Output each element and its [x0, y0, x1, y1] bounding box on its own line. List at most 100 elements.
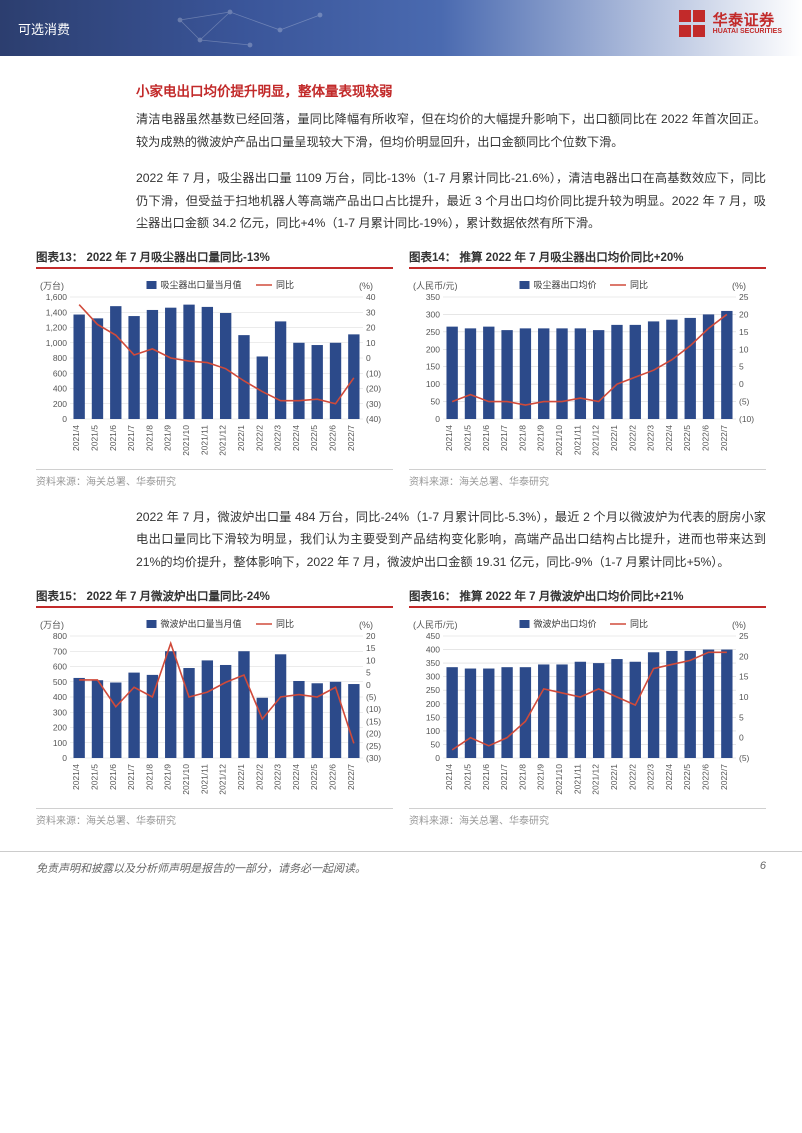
svg-text:吸尘器出口均价: 吸尘器出口均价	[534, 279, 597, 290]
svg-text:10: 10	[739, 344, 749, 354]
logo-cn: 华泰证券	[713, 13, 782, 28]
svg-text:2022/6: 2022/6	[701, 425, 711, 451]
svg-text:100: 100	[426, 725, 440, 735]
svg-text:同比: 同比	[630, 279, 648, 290]
logo-en: HUATAI SECURITIES	[713, 28, 782, 35]
svg-text:(5): (5)	[366, 692, 377, 702]
svg-text:2021/12: 2021/12	[218, 425, 228, 456]
svg-text:600: 600	[53, 661, 67, 671]
chart-rule	[409, 267, 766, 269]
svg-text:150: 150	[426, 362, 440, 372]
svg-text:2021/9: 2021/9	[536, 425, 546, 451]
svg-text:2021/10: 2021/10	[181, 763, 191, 794]
svg-text:2021/9: 2021/9	[536, 763, 546, 789]
svg-text:250: 250	[426, 327, 440, 337]
page-number: 6	[760, 860, 766, 876]
svg-text:2021/10: 2021/10	[181, 425, 191, 456]
svg-text:2022/3: 2022/3	[273, 425, 283, 451]
svg-text:50: 50	[431, 739, 441, 749]
svg-text:(25): (25)	[366, 740, 381, 750]
svg-text:2022/3: 2022/3	[646, 425, 656, 451]
svg-text:50: 50	[431, 396, 441, 406]
svg-text:同比: 同比	[276, 618, 294, 629]
svg-text:2022/7: 2022/7	[719, 425, 729, 451]
svg-text:(40): (40)	[366, 414, 381, 424]
svg-text:(30): (30)	[366, 753, 381, 763]
svg-text:0: 0	[435, 414, 440, 424]
svg-text:5: 5	[366, 667, 371, 677]
svg-text:2022/1: 2022/1	[236, 425, 246, 451]
svg-text:350: 350	[426, 658, 440, 668]
svg-text:0: 0	[62, 414, 67, 424]
svg-text:1,600: 1,600	[46, 292, 68, 302]
svg-text:2021/8: 2021/8	[144, 425, 154, 451]
svg-text:30: 30	[366, 307, 376, 317]
svg-text:10: 10	[366, 655, 376, 665]
svg-text:700: 700	[53, 646, 67, 656]
chart-title: 图表15： 2022 年 7 月微波炉出口量同比-24%	[36, 588, 393, 604]
svg-text:40: 40	[366, 292, 376, 302]
svg-text:2022/3: 2022/3	[646, 763, 656, 789]
svg-text:2021/12: 2021/12	[591, 763, 601, 794]
chart-source: 资料来源：海关总署、华泰研究	[409, 469, 766, 488]
svg-text:2022/3: 2022/3	[273, 763, 283, 789]
svg-text:450: 450	[426, 631, 440, 641]
svg-text:(5): (5)	[739, 753, 750, 763]
svg-text:(10): (10)	[366, 704, 381, 714]
svg-text:2021/8: 2021/8	[144, 763, 154, 789]
svg-text:2022/2: 2022/2	[627, 425, 637, 451]
svg-text:同比: 同比	[630, 618, 648, 629]
chart-15: 图表15： 2022 年 7 月微波炉出口量同比-24% 01002003004…	[36, 588, 393, 841]
svg-text:15: 15	[366, 643, 376, 653]
svg-text:5: 5	[739, 362, 744, 372]
svg-text:(15): (15)	[366, 716, 381, 726]
svg-text:2021/9: 2021/9	[163, 425, 173, 451]
chart-row-1: 图表13： 2022 年 7 月吸尘器出口量同比-13% 02004006008…	[36, 249, 766, 502]
svg-text:2021/5: 2021/5	[462, 763, 472, 789]
svg-text:200: 200	[426, 344, 440, 354]
svg-text:2021/6: 2021/6	[108, 763, 118, 789]
svg-text:2021/8: 2021/8	[517, 763, 527, 789]
chart-title: 图表14： 推算 2022 年 7 月吸尘器出口均价同比+20%	[409, 249, 766, 265]
svg-text:2022/2: 2022/2	[254, 425, 264, 451]
svg-text:200: 200	[426, 698, 440, 708]
svg-text:(20): (20)	[366, 383, 381, 393]
logo: 华泰证券 HUATAI SECURITIES	[679, 10, 782, 38]
content-area: 小家电出口均价提升明显，整体量表现较弱 清洁电器虽然基数已经回落，量同比降幅有所…	[0, 56, 802, 841]
svg-text:2021/9: 2021/9	[163, 763, 173, 789]
svg-text:2021/10: 2021/10	[554, 425, 564, 456]
svg-text:1,400: 1,400	[46, 307, 68, 317]
svg-text:2022/2: 2022/2	[254, 763, 264, 789]
svg-text:10: 10	[366, 338, 376, 348]
svg-text:20: 20	[366, 631, 376, 641]
chart-canvas: 050100150200250300350(10)(5)0510152025(人…	[409, 275, 766, 465]
svg-text:1,000: 1,000	[46, 338, 68, 348]
svg-text:400: 400	[53, 383, 67, 393]
paragraph-2: 2022 年 7 月，吸尘器出口量 1109 万台，同比-13%（1-7 月累计…	[136, 167, 766, 235]
svg-text:25: 25	[739, 631, 749, 641]
svg-text:250: 250	[426, 685, 440, 695]
chart-14: 图表14： 推算 2022 年 7 月吸尘器出口均价同比+20% 0501001…	[409, 249, 766, 502]
svg-text:(5): (5)	[739, 396, 750, 406]
svg-text:(%): (%)	[359, 620, 373, 630]
svg-text:2022/1: 2022/1	[609, 425, 619, 451]
svg-text:2021/6: 2021/6	[481, 763, 491, 789]
chart-canvas: 0100200300400500600700800(30)(25)(20)(15…	[36, 614, 393, 804]
svg-text:(10): (10)	[366, 368, 381, 378]
svg-text:2021/7: 2021/7	[499, 425, 509, 451]
svg-text:2022/6: 2022/6	[328, 763, 338, 789]
svg-text:2022/5: 2022/5	[309, 763, 319, 789]
svg-text:2021/5: 2021/5	[89, 763, 99, 789]
svg-text:2021/4: 2021/4	[444, 425, 454, 451]
svg-text:20: 20	[739, 651, 749, 661]
svg-text:(%): (%)	[732, 281, 746, 291]
svg-text:2022/6: 2022/6	[701, 763, 711, 789]
svg-text:同比: 同比	[276, 279, 294, 290]
svg-text:600: 600	[53, 368, 67, 378]
svg-text:0: 0	[739, 732, 744, 742]
svg-text:2022/4: 2022/4	[291, 425, 301, 451]
svg-text:1,200: 1,200	[46, 322, 68, 332]
svg-text:400: 400	[426, 644, 440, 654]
svg-text:(万台): (万台)	[40, 280, 64, 291]
svg-text:2022/5: 2022/5	[682, 425, 692, 451]
